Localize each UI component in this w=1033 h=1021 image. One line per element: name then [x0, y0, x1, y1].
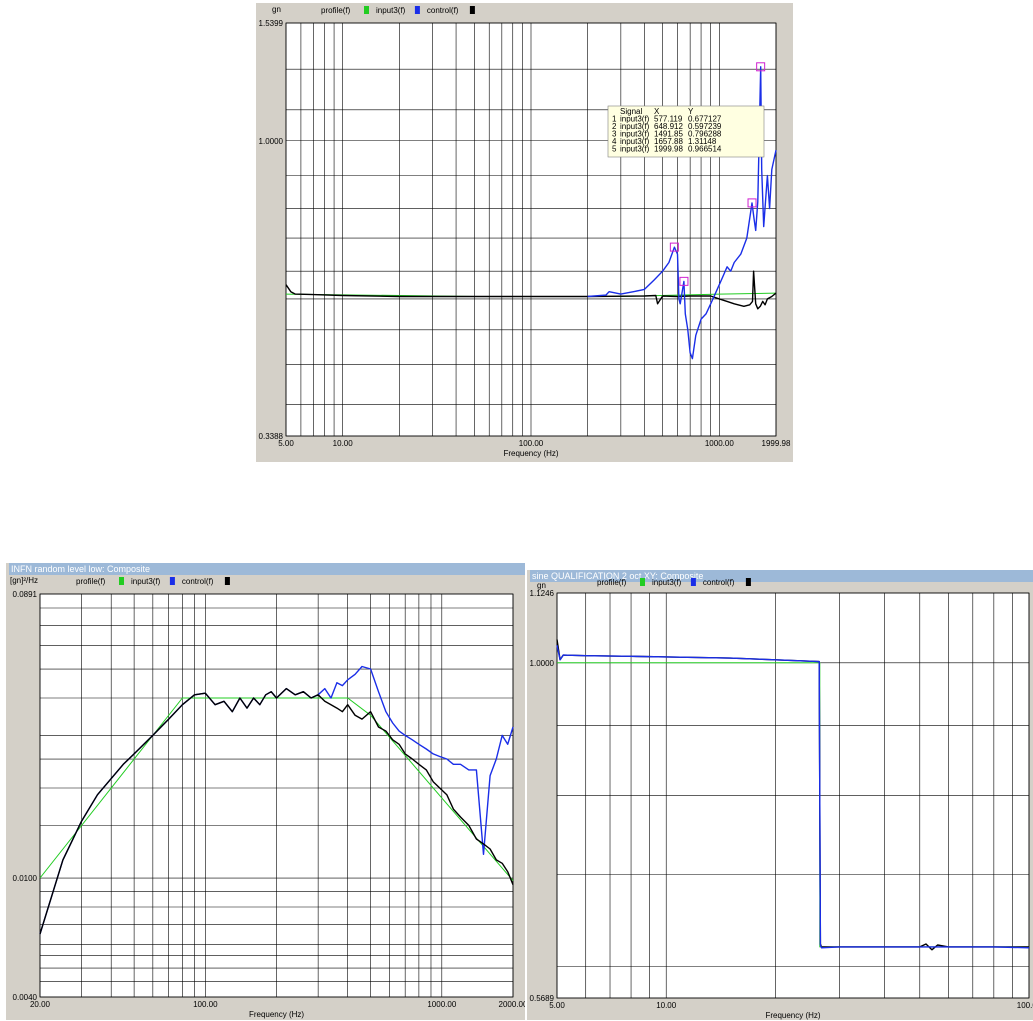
y-axis-label: [gn]²/Hz	[10, 576, 38, 585]
legend-profile-swatch	[640, 578, 645, 586]
cursor-table-cell: 1.31148	[688, 137, 717, 146]
y-tick-label: 0.0040	[13, 993, 38, 1002]
legend-profile-label: profile(f)	[321, 6, 351, 15]
x-tick-label: 10.00	[333, 439, 354, 448]
legend-profile-label: profile(f)	[597, 578, 627, 587]
y-tick-label: 1.0000	[259, 137, 284, 146]
legend-profile-swatch	[119, 577, 124, 585]
cursor-table-cell: 577.119	[654, 115, 683, 124]
cursor-table-header: Signal	[620, 107, 642, 116]
x-tick-label: 1000.00	[427, 1000, 456, 1009]
cursor-table-cell: input3(f)	[620, 122, 650, 131]
y-tick-label: 0.3388	[259, 432, 284, 441]
x-axis-label: Frequency (Hz)	[503, 449, 558, 458]
legend-input-label: input3(f)	[376, 6, 406, 15]
legend-profile-label: profile(f)	[76, 577, 106, 586]
x-tick-label: 1999.98	[762, 439, 791, 448]
legend-input-swatch	[690, 578, 696, 586]
chart-panel-top: 5.00 10.00 100.00 1000.00 1999.98 1.5399 1.000…	[256, 3, 793, 462]
legend-control-swatch	[745, 578, 751, 586]
y-tick-label: 1.0000	[530, 659, 555, 668]
chart-random-svg[interactable]: 20.00 100.00 1000.00 2000.00 0.0891 0.0100 0.0…	[6, 563, 525, 1020]
cursor-table-cell: 1	[612, 115, 617, 124]
cursor-table-cell: 0.966514	[688, 145, 722, 154]
cursor-table-header: X	[654, 107, 660, 116]
series-controlf	[285, 270, 777, 310]
cursor-table-cell: input3(f)	[620, 137, 650, 146]
cursor-marker	[756, 62, 766, 72]
cursor-table-cell: 0.597239	[688, 122, 722, 131]
chart-top-svg[interactable]: 5.00 10.00 100.00 1000.00 1999.98 1.5399 1.000…	[256, 3, 793, 462]
cursor-marker	[669, 242, 679, 252]
cursor-table-cell: 3	[612, 130, 617, 139]
legend-control-label: control(f)	[182, 577, 214, 586]
cursor-table-cell: 648.912	[654, 122, 683, 131]
cursor-marker	[747, 198, 757, 208]
series-input3f	[556, 645, 1030, 949]
legend-input-label: input3(f)	[131, 577, 161, 586]
cursor-table-cell: input3(f)	[620, 145, 650, 154]
x-tick-label: 100.00	[1017, 1001, 1033, 1010]
cursor-table-cell: 5	[612, 145, 617, 154]
x-tick-label: 5.00	[549, 1001, 565, 1010]
cursor-table-header: Y	[688, 107, 694, 116]
x-tick-label: 1000.00	[705, 439, 734, 448]
x-tick-label: 10.00	[656, 1001, 677, 1010]
cursor-table-cell: 1657.88	[654, 137, 683, 146]
legend-profile-swatch	[364, 6, 369, 14]
x-tick-label: 2000.00	[499, 1000, 525, 1009]
y-tick-label: 0.5689	[530, 994, 555, 1003]
legend-input-swatch	[414, 6, 420, 14]
chart-panel-sine: sine QUALIFICATION 2 oct XY: Composite 5…	[527, 570, 1033, 1020]
x-axis-label: Frequency (Hz)	[249, 1010, 304, 1019]
chart-panel-random: INFN random level low: Composite 20.00 10…	[6, 563, 525, 1020]
legend-control-label: control(f)	[427, 6, 459, 15]
series-input3f	[587, 66, 777, 360]
x-tick-label: 100.00	[519, 439, 544, 448]
cursor-table-cell: 1999.98	[654, 145, 683, 154]
cursor-table-cell: 1491.85	[654, 130, 683, 139]
y-tick-label: 1.1246	[530, 589, 555, 598]
y-tick-label: 1.5399	[259, 19, 284, 28]
x-tick-label: 100.00	[193, 1000, 218, 1009]
x-tick-label: 5.00	[278, 439, 294, 448]
chart-title-sine: sine QUALIFICATION 2 oct XY: Composite	[530, 570, 1033, 582]
y-tick-label: 0.0100	[13, 874, 38, 883]
legend-control-swatch	[224, 577, 230, 585]
x-axis-label: Frequency (Hz)	[765, 1011, 820, 1020]
series-controlf	[39, 687, 514, 935]
cursor-table-cell: 2	[612, 122, 617, 131]
x-tick-label: 20.00	[30, 1000, 51, 1009]
legend-control-swatch	[469, 6, 475, 14]
cursor-table	[607, 105, 765, 158]
y-axis-label: gn	[272, 5, 281, 14]
cursor-table-cell: 0.796288	[688, 130, 722, 139]
cursor-table-cell: input3(f)	[620, 130, 650, 139]
chart-sine-svg[interactable]: 5.00 10.00 100.00 1.1246 1.0000 0.5689 Frequen…	[527, 570, 1033, 1020]
legend-input-label: input3(f)	[652, 578, 682, 587]
legend-control-label: control(f)	[703, 578, 735, 587]
cursor-table-cell: 4	[612, 137, 617, 146]
y-axis-label: gn	[537, 581, 546, 590]
cursor-marker	[679, 276, 689, 286]
cursor-table-cell: 0.677127	[688, 115, 722, 124]
y-tick-label: 0.0891	[13, 590, 38, 599]
chart-title-random: INFN random level low: Composite	[9, 563, 525, 575]
legend-input-swatch	[169, 577, 175, 585]
cursor-table-cell: input3(f)	[620, 115, 650, 124]
